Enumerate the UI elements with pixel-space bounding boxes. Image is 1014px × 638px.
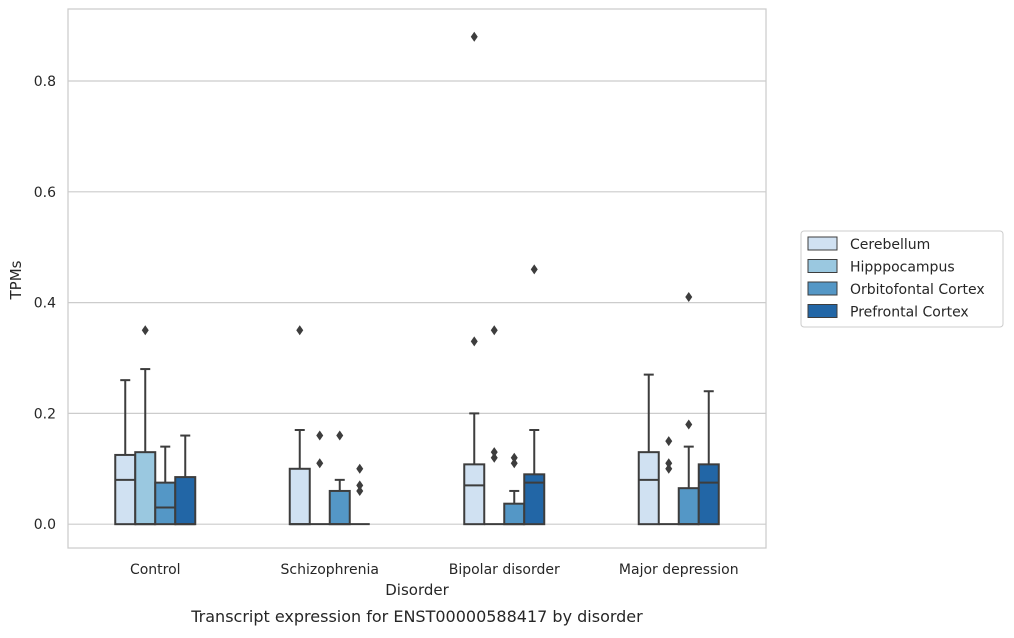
gridlines bbox=[68, 80, 766, 525]
box-group bbox=[134, 325, 157, 526]
outlier-point bbox=[470, 336, 478, 347]
x-axis-label: Disorder bbox=[385, 581, 449, 599]
x-tick-label: Major depression bbox=[619, 562, 739, 578]
box-iqr bbox=[637, 451, 660, 526]
box-iqr bbox=[677, 487, 700, 526]
box-group bbox=[658, 436, 679, 526]
box-group bbox=[637, 373, 660, 526]
outlier-point bbox=[141, 325, 149, 336]
x-tick-label: Schizophrenia bbox=[281, 562, 379, 578]
legend-frame bbox=[800, 230, 1004, 328]
outlier-point bbox=[356, 485, 364, 496]
box-group bbox=[503, 452, 526, 526]
legend-label: Cerebellum bbox=[850, 237, 930, 253]
box-group bbox=[309, 430, 330, 526]
box-iqr bbox=[503, 502, 526, 526]
box-iqr bbox=[134, 451, 157, 526]
box-group bbox=[697, 390, 720, 526]
box-group bbox=[174, 434, 197, 526]
box-group bbox=[114, 379, 137, 526]
legend-label: Hipppocampus bbox=[850, 260, 955, 276]
legend-swatch bbox=[807, 281, 838, 296]
y-tick-labels: 0.0 0.2 0.4 0.6 0.8 bbox=[34, 74, 56, 533]
y-axis-label: TPMs bbox=[7, 260, 25, 300]
box-iqr bbox=[288, 467, 311, 526]
outlier-point bbox=[510, 452, 518, 463]
box-group bbox=[328, 430, 351, 526]
outlier-point bbox=[316, 458, 324, 469]
box-group bbox=[288, 325, 311, 526]
outlier-point bbox=[510, 458, 518, 469]
box-iqr bbox=[114, 453, 137, 526]
plot-frame bbox=[67, 8, 767, 549]
box-group bbox=[484, 325, 505, 526]
box-group bbox=[349, 463, 370, 526]
outlier-point bbox=[470, 31, 478, 42]
y-tick-label: 0.4 bbox=[34, 296, 56, 312]
legend-swatch bbox=[807, 259, 838, 273]
outlier-point bbox=[490, 452, 498, 463]
box-group bbox=[677, 292, 700, 526]
outlier-point bbox=[665, 458, 673, 469]
outlier-point bbox=[356, 480, 364, 491]
outlier-point bbox=[490, 447, 498, 458]
box-iqr bbox=[328, 489, 351, 526]
y-tick-label: 0.2 bbox=[34, 406, 56, 422]
box-iqr bbox=[697, 463, 720, 526]
x-tick-label: Control bbox=[130, 562, 181, 578]
y-tick-label: 0.6 bbox=[34, 185, 56, 201]
outlier-point bbox=[665, 463, 673, 474]
x-tick-label: Bipolar disorder bbox=[449, 562, 560, 578]
chart-caption: Transcript expression for ENST0000058841… bbox=[190, 607, 643, 626]
outlier-point bbox=[336, 430, 344, 441]
outlier-point bbox=[685, 419, 693, 430]
boxes bbox=[114, 31, 720, 526]
outlier-point bbox=[490, 325, 498, 336]
y-tick-label: 0.0 bbox=[34, 517, 56, 533]
outlier-point bbox=[685, 292, 693, 303]
legend-label: Prefrontal Cortex bbox=[850, 305, 969, 321]
box-group bbox=[463, 31, 486, 526]
outlier-point bbox=[665, 436, 673, 447]
outlier-point bbox=[316, 430, 324, 441]
y-tick-label: 0.8 bbox=[34, 74, 56, 90]
box-iqr bbox=[174, 476, 197, 526]
outlier-point bbox=[530, 264, 538, 275]
box-iqr bbox=[463, 463, 486, 526]
legend-items: Cerebellum Hipppocampus Orbitofontal Corte… bbox=[807, 236, 985, 321]
box-group bbox=[523, 264, 546, 526]
legend-label: Orbitofontal Cortex bbox=[850, 282, 985, 298]
outlier-point bbox=[296, 325, 304, 336]
legend: Cerebellum Hipppocampus Orbitofontal Corte… bbox=[800, 230, 1004, 328]
legend-swatch bbox=[807, 236, 838, 251]
box-iqr bbox=[154, 481, 177, 526]
box-iqr bbox=[523, 473, 546, 526]
legend-swatch bbox=[807, 304, 838, 318]
outlier-point bbox=[356, 463, 364, 474]
x-tick-labels: Control Schizophrenia Bipolar disorder Majo… bbox=[130, 562, 739, 578]
box-group bbox=[154, 445, 177, 526]
